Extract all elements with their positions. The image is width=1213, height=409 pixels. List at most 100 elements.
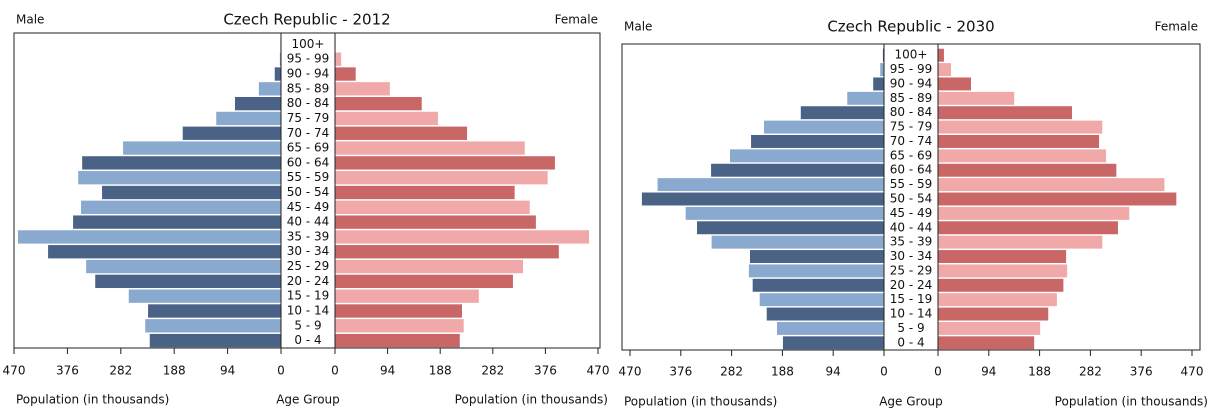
female-bar — [335, 96, 422, 111]
female-bar — [938, 163, 1117, 177]
male-bar — [182, 126, 281, 140]
female-bar — [335, 82, 390, 96]
female-bar — [335, 319, 464, 333]
age-group-label: 70 - 74 — [287, 126, 330, 140]
male-bar — [782, 336, 884, 350]
female-axis-label: Population (in thousands) — [455, 393, 608, 407]
age-group-label: 75 - 79 — [890, 120, 933, 134]
female-bar — [938, 149, 1107, 163]
age-group-label: 50 - 54 — [890, 192, 933, 206]
age-group-label: 60 - 64 — [890, 163, 933, 177]
age-group-label: 90 - 94 — [287, 67, 330, 81]
x-tick-label: 188 — [771, 365, 794, 379]
male-bar — [751, 135, 884, 148]
age-group-label: 10 - 14 — [890, 307, 933, 321]
female-bar — [938, 135, 1100, 148]
male-bar — [882, 48, 884, 62]
x-tick-label: 188 — [163, 364, 186, 378]
age-group-label: 15 - 19 — [287, 289, 330, 303]
female-bar — [938, 235, 1103, 249]
age-group-label: 100+ — [292, 37, 325, 51]
female-bar — [938, 192, 1177, 206]
female-bar — [335, 141, 525, 155]
female-bar — [938, 250, 1067, 263]
male-bar — [128, 289, 281, 303]
age-group-label: 95 - 99 — [890, 62, 933, 76]
x-tick-label: 94 — [220, 364, 235, 378]
age-group-label: 15 - 19 — [890, 292, 933, 306]
age-group-label: 45 - 49 — [287, 200, 330, 214]
female-bar — [938, 278, 1064, 292]
male-bar — [749, 250, 884, 263]
female-bar — [335, 215, 536, 229]
male-bar — [685, 206, 884, 220]
age-group-label: 55 - 59 — [890, 177, 933, 191]
male-bar — [752, 278, 884, 292]
female-bar — [335, 289, 479, 303]
x-tick-label: 0 — [934, 365, 942, 379]
male-bar — [102, 185, 281, 200]
center-axis-label: Age Group — [276, 393, 340, 407]
age-group-label: 30 - 34 — [287, 244, 330, 258]
x-tick-label: 94 — [380, 364, 395, 378]
female-bar — [938, 321, 1041, 335]
age-group-label: 85 - 89 — [287, 81, 330, 95]
chart-title: Czech Republic - 2012 — [223, 11, 390, 29]
male-bar — [78, 171, 281, 185]
male-axis-label: Population (in thousands) — [624, 395, 777, 409]
x-tick-label: 94 — [981, 365, 996, 379]
female-bar — [335, 245, 559, 259]
age-group-label: 0 - 4 — [294, 333, 321, 347]
female-bar — [335, 259, 524, 274]
age-group-label: 5 - 9 — [897, 321, 924, 335]
x-tick-label: 376 — [534, 364, 557, 378]
female-bar — [938, 106, 1073, 120]
male-bar — [697, 221, 884, 235]
male-bar — [748, 264, 884, 278]
female-bar — [938, 120, 1103, 134]
age-group-label: 0 - 4 — [897, 335, 924, 349]
female-label: Female — [555, 13, 598, 27]
female-bar — [335, 67, 356, 81]
age-group-label: 50 - 54 — [287, 185, 330, 199]
female-bar — [335, 171, 548, 185]
male-label: Male — [624, 20, 652, 34]
female-bar — [938, 336, 1035, 350]
male-bar — [95, 274, 281, 289]
male-bar — [711, 163, 884, 177]
male-bar — [800, 106, 884, 120]
female-bar — [335, 126, 468, 140]
age-group-label: 80 - 84 — [890, 105, 933, 119]
x-tick-label: 470 — [1181, 365, 1204, 379]
male-bar — [149, 333, 281, 348]
x-tick-label: 0 — [331, 364, 339, 378]
female-label: Female — [1155, 20, 1198, 34]
male-bar — [82, 156, 281, 170]
age-group-label: 95 - 99 — [287, 52, 330, 66]
x-tick-label: 376 — [1130, 365, 1153, 379]
age-group-label: 55 - 59 — [287, 170, 330, 184]
age-group-label: 30 - 34 — [890, 249, 933, 263]
age-group-label: 25 - 29 — [890, 263, 933, 277]
x-tick-label: 282 — [109, 364, 132, 378]
male-bar — [873, 77, 884, 91]
age-group-label: 25 - 29 — [287, 259, 330, 273]
x-tick-label: 94 — [826, 365, 841, 379]
female-bar — [335, 230, 590, 244]
age-group-label: 45 - 49 — [890, 206, 933, 220]
female-bar — [938, 206, 1130, 220]
female-bar — [335, 304, 463, 318]
male-bar — [48, 245, 281, 259]
age-group-label: 65 - 69 — [287, 141, 330, 155]
age-group-label: 90 - 94 — [890, 76, 933, 90]
age-group-label: 35 - 39 — [890, 235, 933, 249]
male-bar — [711, 235, 884, 249]
female-bar — [335, 52, 342, 66]
age-group-label: 70 - 74 — [890, 134, 933, 148]
x-tick-label: 188 — [429, 364, 452, 378]
female-bar — [335, 156, 555, 170]
age-group-label: 5 - 9 — [294, 318, 321, 332]
male-bar — [123, 141, 281, 155]
male-bar — [279, 52, 281, 66]
male-bar — [274, 67, 281, 81]
